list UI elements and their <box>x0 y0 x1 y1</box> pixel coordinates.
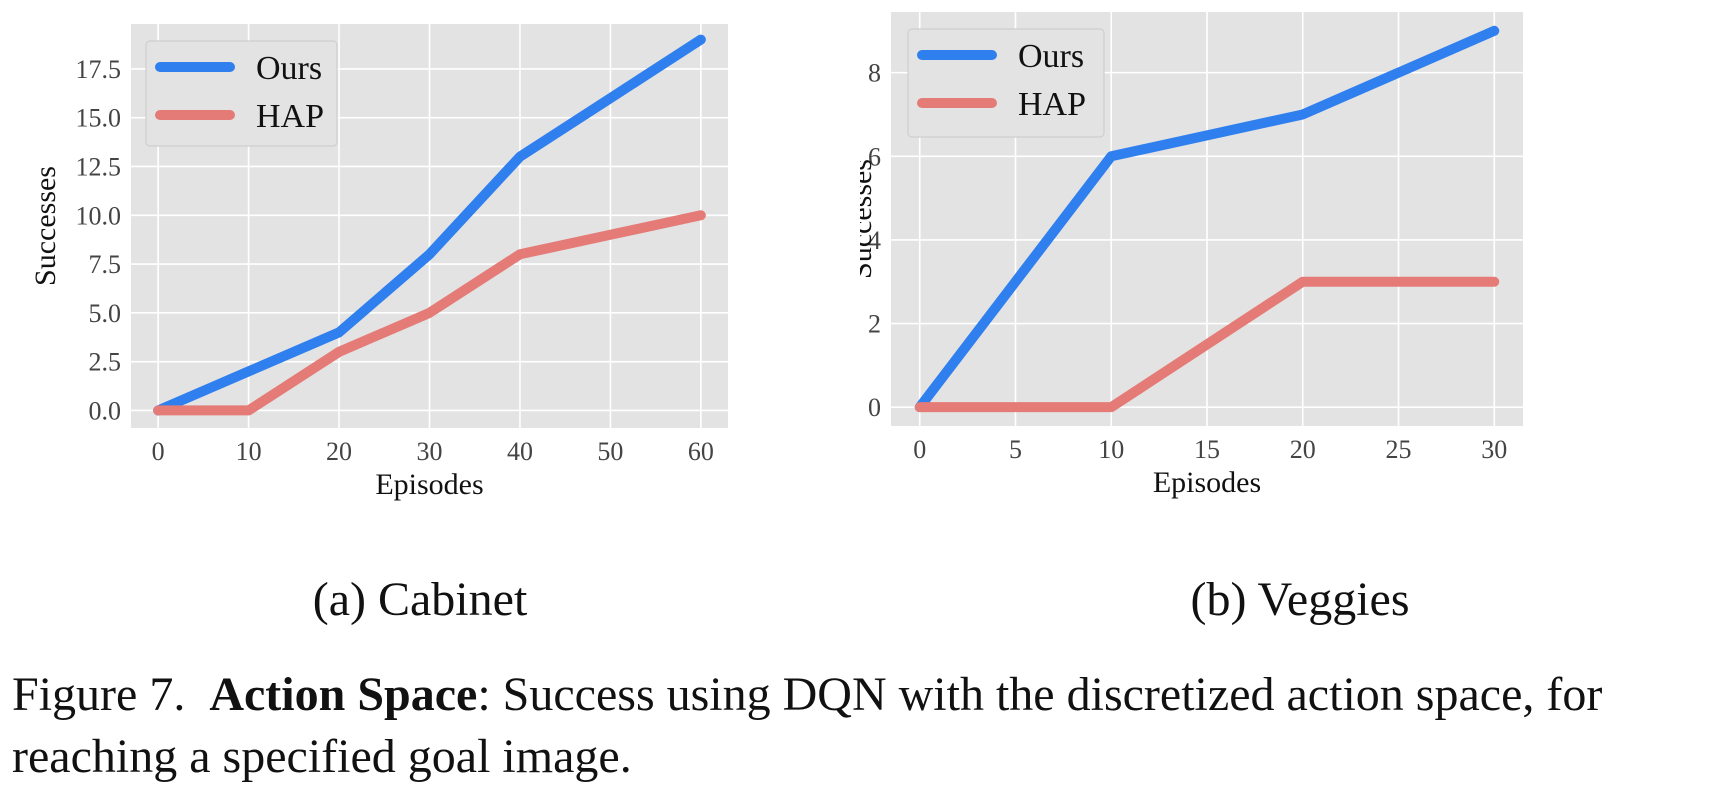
y-tick-label: 0 <box>868 393 881 422</box>
x-tick-label: 25 <box>1386 435 1412 464</box>
y-tick-label: 0.0 <box>89 396 122 425</box>
data-point-hap <box>1301 280 1304 283</box>
legend-label-ours: Ours <box>1018 38 1084 75</box>
y-axis-label: Successes <box>29 166 62 286</box>
data-point-ours <box>1110 155 1113 158</box>
x-tick-label: 40 <box>507 437 533 466</box>
data-point-hap <box>338 350 341 353</box>
chart-cabinet: 0 10 20 30 40 50 60 0.0 2.5 5.0 7.5 10.0 12.5 15.0 17.… <box>29 24 728 501</box>
y-tick-label: 7.5 <box>89 250 122 279</box>
y-tick-label: 8 <box>868 59 881 88</box>
caption-prefix: Figure 7. <box>12 668 186 721</box>
x-tick-label: 10 <box>236 437 262 466</box>
x-tick-label: 30 <box>417 437 443 466</box>
caption-bold: Action Space <box>209 668 478 721</box>
caption-rest: : Success using DQN with the discretized… <box>12 668 1603 783</box>
x-tick-label: 0 <box>152 437 165 466</box>
subcaption-cabinet: (a) Cabinet <box>312 573 528 626</box>
x-tick-label: 15 <box>1194 435 1220 464</box>
series-line-hap <box>914 276 1500 413</box>
x-axis-label: Episodes <box>375 468 483 501</box>
legend-label-hap: HAP <box>256 98 324 135</box>
chart-panel-cabinet: 0 10 20 30 40 50 60 0.0 2.5 5.0 7.5 10.0 12.5 15.0 17.… <box>0 0 860 660</box>
data-point-hap <box>699 214 702 217</box>
y-tick-label: 17.5 <box>76 55 122 84</box>
data-point-hap <box>247 409 250 412</box>
data-point-ours <box>518 155 521 158</box>
figure-caption: Figure 7. Action Space: Success using DQ… <box>12 664 1717 788</box>
data-point-ours <box>609 97 612 100</box>
x-tick-label: 5 <box>1009 435 1022 464</box>
data-point-hap <box>428 311 431 314</box>
y-tick-label: 10.0 <box>76 201 122 230</box>
y-axis-label: Successes <box>860 159 878 279</box>
y-tick-label: 15.0 <box>76 104 122 133</box>
x-tick-label: 60 <box>688 437 714 466</box>
y-tick-label: 4 <box>868 226 881 255</box>
y-tick-label: 2.5 <box>89 348 122 377</box>
data-point-ours <box>338 331 341 334</box>
x-tick-label: 50 <box>597 437 623 466</box>
legend-label-hap: HAP <box>1018 86 1086 123</box>
data-point-ours <box>1493 29 1496 32</box>
data-point-ours <box>247 370 250 373</box>
data-point-hap <box>1493 280 1496 283</box>
data-point-hap <box>157 409 160 412</box>
data-point-hap <box>918 406 921 409</box>
x-tick-label: 20 <box>326 437 352 466</box>
y-tick-label: 2 <box>868 310 881 339</box>
data-point-hap <box>518 253 521 256</box>
legend-label-ours: Ours <box>256 50 322 87</box>
y-tick-label: 5.0 <box>89 299 122 328</box>
x-tick-label: 10 <box>1098 435 1124 464</box>
data-point-hap <box>609 233 612 236</box>
x-axis-label: Episodes <box>1153 466 1261 499</box>
subcaption-veggies: (b) Veggies <box>1190 573 1410 626</box>
chart-panel-veggies: 0 5 10 15 20 25 30 0 2 4 6 8 Episodes Successes Ours HA… <box>860 0 1720 660</box>
series-line-ours <box>914 25 1500 413</box>
y-tick-label: 12.5 <box>76 152 122 181</box>
data-point-hap <box>1110 406 1113 409</box>
y-tick-label: 6 <box>868 142 881 171</box>
chart-veggies: 0 5 10 15 20 25 30 0 2 4 6 8 Episodes Successes Ours HA… <box>860 12 1523 499</box>
data-point-ours <box>699 38 702 41</box>
x-tick-label: 30 <box>1481 435 1507 464</box>
x-tick-label: 20 <box>1290 435 1316 464</box>
data-point-ours <box>428 253 431 256</box>
x-tick-label: 0 <box>913 435 926 464</box>
data-point-ours <box>1301 113 1304 116</box>
